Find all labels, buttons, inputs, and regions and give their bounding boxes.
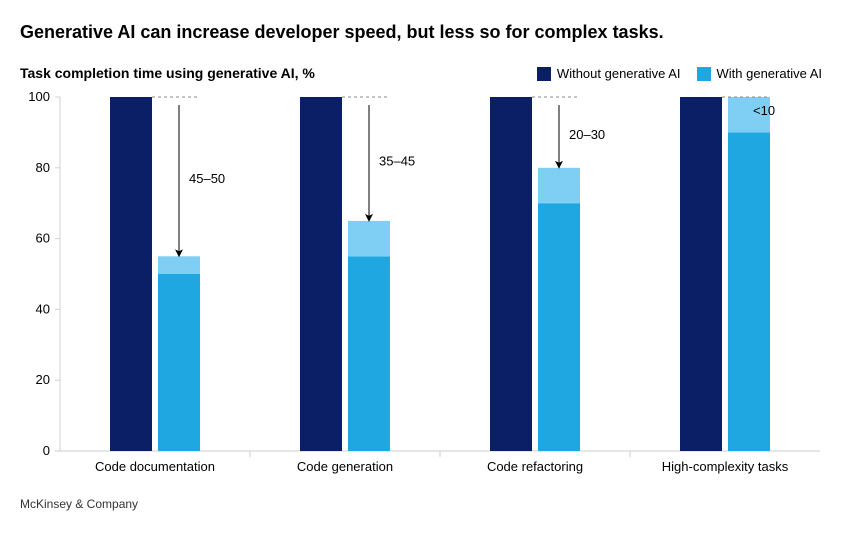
- bar-without: [680, 97, 722, 451]
- reduction-label: <10: [753, 103, 775, 118]
- chart-svg: 0 20 40 60 80 100 45–50 Code documentation 35–45…: [20, 89, 820, 489]
- bar-with-range: [538, 168, 580, 203]
- bar-with-range: [348, 221, 390, 256]
- legend-label-with: With generative AI: [717, 66, 823, 81]
- legend-label-without: Without generative AI: [557, 66, 681, 81]
- svg-text:100: 100: [28, 89, 50, 104]
- category-label: Code refactoring: [487, 459, 583, 474]
- bar-without: [490, 97, 532, 451]
- bar-without: [110, 97, 152, 451]
- legend-item-with: With generative AI: [697, 66, 823, 81]
- category-label: Code documentation: [95, 459, 215, 474]
- legend-swatch-with: [697, 67, 711, 81]
- legend: Without generative AI With generative AI: [537, 66, 822, 81]
- bar-with: [348, 256, 390, 451]
- chart: 0 20 40 60 80 100 45–50 Code documentation 35–45…: [20, 89, 820, 489]
- reduction-label: 35–45: [379, 153, 415, 168]
- svg-text:0: 0: [43, 443, 50, 458]
- category-label: High-complexity tasks: [662, 459, 789, 474]
- chart-subtitle: Task completion time using generative AI…: [20, 65, 315, 81]
- reduction-label: 20–30: [569, 127, 605, 142]
- bar-with: [158, 274, 200, 451]
- bar-with-range: [158, 256, 200, 274]
- reduction-label: 45–50: [189, 171, 225, 186]
- svg-text:20: 20: [36, 372, 50, 387]
- svg-text:40: 40: [36, 301, 50, 316]
- bar-without: [300, 97, 342, 451]
- page-title: Generative AI can increase developer spe…: [20, 22, 822, 43]
- source-footer: McKinsey & Company: [20, 497, 822, 511]
- legend-swatch-without: [537, 67, 551, 81]
- category-label: Code generation: [297, 459, 393, 474]
- svg-text:80: 80: [36, 160, 50, 175]
- bar-with: [538, 203, 580, 451]
- bar-with: [728, 132, 770, 451]
- svg-text:60: 60: [36, 231, 50, 246]
- chart-page: Generative AI can increase developer spe…: [0, 0, 842, 557]
- legend-item-without: Without generative AI: [537, 66, 681, 81]
- subtitle-row: Task completion time using generative AI…: [20, 65, 822, 81]
